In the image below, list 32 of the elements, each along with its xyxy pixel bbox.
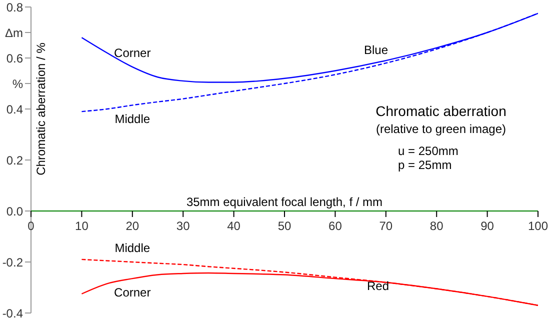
- y-tick-label: -0.4: [2, 306, 24, 320]
- annotation: p = 25mm: [398, 158, 452, 172]
- x-tick-label: 20: [126, 219, 140, 233]
- annotation: u = 250mm: [398, 144, 458, 158]
- y-axis-title: Chromatic aberration / %: [34, 42, 48, 176]
- y-tick-label: %: [12, 76, 24, 91]
- series-label: Middle: [114, 112, 150, 126]
- annotation: Blue: [364, 43, 388, 57]
- x-tick-label: 90: [480, 219, 494, 233]
- x-tick-label: 30: [176, 219, 190, 233]
- annotation: Red: [366, 279, 390, 293]
- x-tick-label: 100: [528, 219, 548, 233]
- y-tick-label: 0.6: [6, 51, 24, 66]
- series-label: Corner: [114, 46, 151, 60]
- y-tick-label: 0.2: [6, 153, 24, 168]
- x-axis-title: 35mm equivalent focal length, f / mm: [186, 195, 383, 209]
- x-tick-label: 70: [379, 219, 393, 233]
- y-tick-label: -0.2: [2, 255, 24, 270]
- x-tick-label: 50: [278, 219, 292, 233]
- y-tick-label: 0.4: [6, 102, 24, 116]
- series-label: Middle: [114, 241, 150, 255]
- x-tick-label: 40: [227, 219, 241, 233]
- x-tick-label: 10: [75, 219, 89, 233]
- x-tick-label: 0: [28, 219, 35, 233]
- y-tick-label: Δm: [4, 26, 23, 40]
- text: Chromatic aberration: [376, 103, 506, 119]
- y-tick-label: 0.8: [6, 0, 24, 14]
- x-tick-label: 60: [328, 219, 342, 233]
- text: (relative to green image): [376, 122, 506, 136]
- series-label: Corner: [114, 286, 151, 300]
- x-tick-label: 80: [430, 219, 444, 233]
- y-tick-label: 0.0: [6, 204, 24, 218]
